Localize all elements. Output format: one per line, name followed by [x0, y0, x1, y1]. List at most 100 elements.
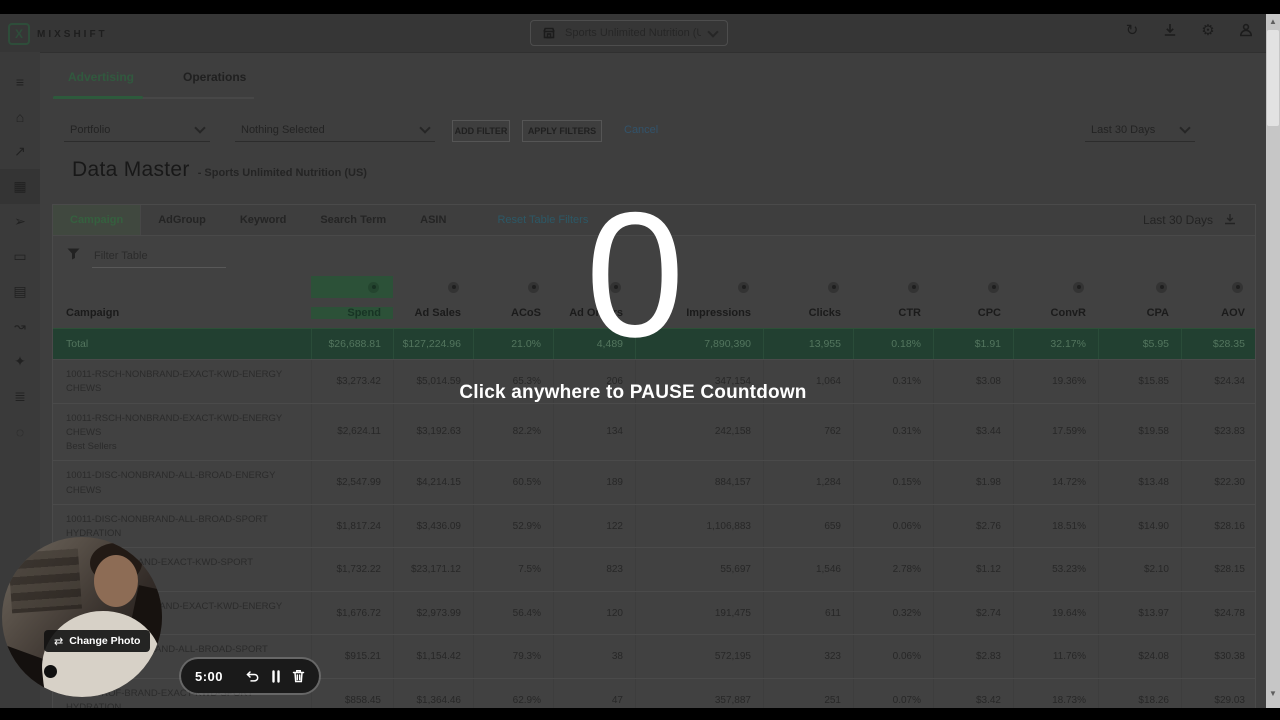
table-row[interactable]: 10011-RSCH-NONBRAND-EXACT-KWD-ENERGY CHE… — [53, 402, 1255, 461]
gear-icon[interactable]: ⚙ — [1201, 22, 1215, 39]
search-icon[interactable]: ◌ — [15, 423, 25, 440]
table-tab-campaign[interactable]: Campaign — [53, 205, 142, 235]
tab-advertising[interactable]: Advertising — [68, 70, 135, 84]
column-gear-icon[interactable] — [1156, 281, 1167, 293]
table-row[interactable]: 10011-PROF-BRAND-EXACT-KWD-SPORT HYDRATI… — [53, 677, 1255, 720]
table-cell: 0.15% — [853, 461, 933, 504]
column-header[interactable]: Ad Orders — [569, 307, 623, 319]
cancel-link[interactable]: Cancel — [624, 124, 659, 136]
scrollbar[interactable]: ▲ ▼ — [1266, 14, 1280, 708]
campaign-name-cell[interactable]: 10011-RSCH-NONBRAND-EXACT-KWD-ENERGY CHE… — [53, 404, 311, 461]
table-cell: 120 — [553, 591, 635, 635]
column-header[interactable]: AOV — [1221, 307, 1245, 319]
table-date-range[interactable]: Last 30 Days — [1142, 213, 1213, 227]
webcam-bubble[interactable] — [2, 537, 162, 697]
table-cell: 18.51% — [1013, 504, 1098, 548]
filter-value-select-value: Nothing Selected — [241, 123, 325, 136]
account-selector[interactable]: Sports Unlimited Nutrition (US) — [530, 20, 728, 46]
column-header[interactable]: ACoS — [511, 307, 541, 319]
total-cell: 13,955 — [763, 329, 853, 359]
share-icon[interactable]: ➢ — [14, 213, 26, 229]
column-gear-icon[interactable] — [528, 281, 539, 293]
table-cell: $858.45 — [311, 678, 393, 720]
scroll-down-icon[interactable]: ▼ — [1269, 689, 1277, 698]
table-row[interactable]: 10011-PROF-BRAND-EXACT-KWD-SPORT HYDRATI… — [53, 547, 1255, 591]
table-row[interactable]: 10011-DISC-NONBRAND-ALL-BROAD-ENERGY CHE… — [53, 460, 1255, 504]
list-icon[interactable]: ≣ — [14, 388, 26, 404]
table-cell: $5,014.59 — [393, 360, 473, 403]
chart-icon[interactable]: ↗ — [14, 143, 26, 159]
table-row[interactable]: 10011-DISC-NONBRAND-ALL-BROAD-SPORT HYDR… — [53, 503, 1255, 548]
undo-icon[interactable] — [245, 670, 260, 683]
apply-filters-button[interactable]: APPLY FILTERS — [522, 120, 602, 142]
home-icon[interactable]: ⌂ — [15, 108, 25, 125]
column-header[interactable]: CPA — [1146, 307, 1169, 319]
pause-icon[interactable] — [271, 669, 281, 683]
campaign-name-cell[interactable]: 10011-DISC-NONBRAND-ALL-BROAD-SPORT HYDR… — [53, 505, 311, 548]
user-icon[interactable] — [1238, 22, 1254, 38]
table-cell: $24.78 — [1181, 591, 1257, 635]
download-icon[interactable] — [1162, 22, 1178, 38]
trend-icon[interactable]: ↝ — [14, 318, 26, 334]
scroll-up-icon[interactable]: ▲ — [1269, 17, 1277, 26]
column-gear-icon[interactable] — [610, 281, 621, 293]
monitor-icon[interactable]: ▭ — [13, 248, 27, 264]
date-range-select[interactable]: Last 30 Days — [1085, 118, 1195, 142]
table-cell: 1,284 — [763, 461, 853, 504]
column-settings-cell — [553, 276, 635, 298]
portfolio-select[interactable]: Portfolio — [64, 118, 210, 142]
tab-operations[interactable]: Operations — [183, 70, 247, 84]
table-cell: $28.15 — [1181, 548, 1257, 591]
table-row[interactable]: 10011-RSCH-NONBRAND-EXACT-KWD-ENERGY CHE… — [53, 359, 1255, 403]
reset-table-filters-link[interactable]: Reset Table Filters — [497, 214, 589, 226]
column-gear-icon[interactable] — [908, 281, 919, 293]
column-gear-icon[interactable] — [368, 281, 379, 293]
total-cell: 0.18% — [853, 329, 933, 359]
table-cell: 762 — [763, 403, 853, 461]
change-photo-button[interactable]: ⇄ Change Photo — [44, 630, 151, 652]
table-tab-adgroup[interactable]: AdGroup — [158, 214, 206, 226]
table-tab-keyword[interactable]: Keyword — [239, 214, 287, 226]
table-tab-search-term[interactable]: Search Term — [320, 214, 387, 226]
column-gear-icon[interactable] — [448, 281, 459, 293]
scrollbar-thumb[interactable] — [1267, 30, 1279, 126]
table-cell: $3.44 — [933, 403, 1013, 461]
column-header[interactable]: Ad Sales — [414, 307, 461, 319]
filter-table-input[interactable] — [92, 244, 226, 268]
column-header[interactable]: CPC — [977, 307, 1001, 319]
add-filter-button[interactable]: ADD FILTER — [452, 120, 510, 142]
sync-icon[interactable]: ↻ — [1125, 22, 1139, 39]
column-header[interactable]: CTR — [898, 307, 921, 319]
table-icon[interactable]: ▦ — [0, 169, 40, 204]
column-settings-row — [53, 276, 1255, 298]
column-header[interactable]: Spend — [311, 307, 393, 319]
column-gear-icon[interactable] — [828, 281, 839, 293]
total-cell: $26,688.81 — [311, 329, 393, 359]
trash-icon[interactable] — [292, 669, 305, 683]
pause-countdown-hint[interactable]: Click anywhere to PAUSE Countdown — [459, 382, 807, 403]
column-gear-icon[interactable] — [1073, 281, 1084, 293]
table-tab-asin[interactable]: ASIN — [420, 214, 447, 226]
table-cell: $22.30 — [1181, 461, 1257, 504]
table-cell: 55,697 — [635, 548, 763, 591]
grid-icon[interactable]: ▤ — [13, 283, 27, 299]
campaign-name-cell[interactable]: 10011-RSCH-NONBRAND-EXACT-KWD-ENERGY CHE… — [53, 360, 311, 403]
column-settings-cell — [1181, 276, 1257, 298]
plug-icon[interactable]: ✦ — [14, 353, 26, 369]
campaign-name-cell[interactable]: 10011-DISC-NONBRAND-ALL-BROAD-ENERGY CHE… — [53, 461, 311, 504]
filter-value-select[interactable]: Nothing Selected — [235, 118, 435, 142]
column-gear-icon[interactable] — [738, 281, 749, 293]
table-cell: $1,364.46 — [393, 678, 473, 720]
column-header[interactable]: Impressions — [686, 307, 751, 319]
column-header[interactable]: ConvR — [1050, 307, 1086, 319]
table-row[interactable]: 10011-RSCH-NONBRAND-EXACT-KWD-ENERGY CHE… — [53, 590, 1257, 635]
campaign-name-cell[interactable]: 10011-PROF-BRAND-EXACT-KWD-SPORT HYDRATI… — [53, 679, 311, 720]
column-header[interactable]: Clicks — [808, 307, 841, 319]
account-selector-value: Sports Unlimited Nutrition (US) — [565, 27, 701, 39]
column-gear-icon[interactable] — [988, 281, 999, 293]
table-download-icon[interactable] — [1223, 212, 1237, 229]
column-gear-icon[interactable] — [1232, 281, 1243, 293]
brand[interactable]: X MIXSHIFT — [8, 23, 108, 45]
menu-icon[interactable]: ≡ — [15, 73, 25, 90]
column-header[interactable]: Campaign — [66, 307, 120, 319]
